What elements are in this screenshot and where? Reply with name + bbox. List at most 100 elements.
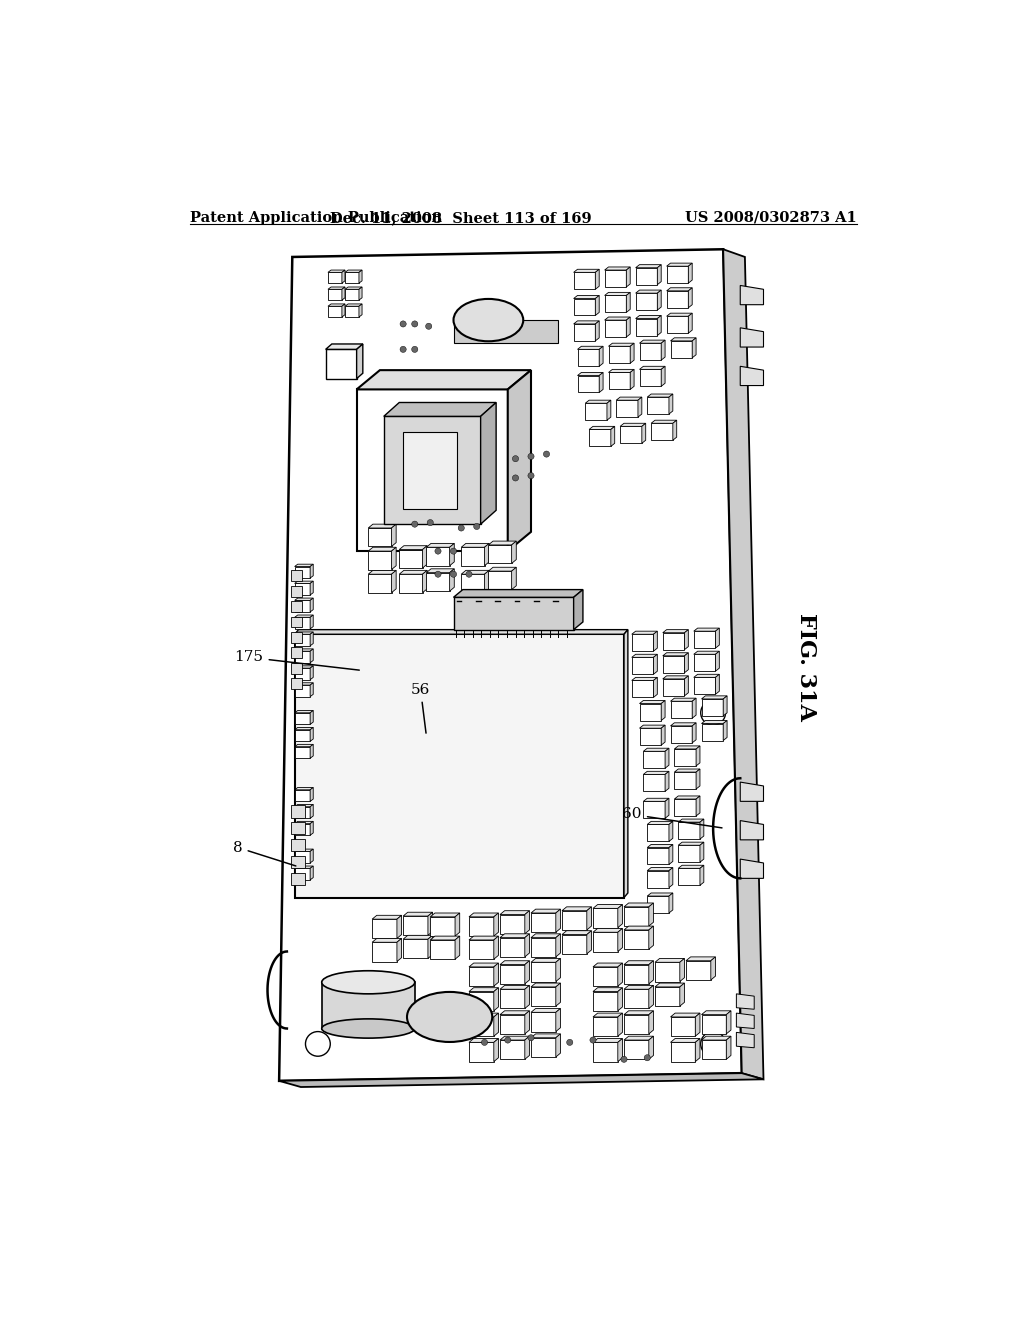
Polygon shape [562, 911, 587, 929]
Polygon shape [716, 651, 719, 671]
Polygon shape [356, 370, 531, 389]
Polygon shape [295, 635, 310, 645]
Polygon shape [595, 296, 599, 315]
Polygon shape [669, 867, 673, 887]
Polygon shape [640, 701, 665, 704]
Polygon shape [604, 321, 627, 337]
Polygon shape [578, 346, 603, 350]
Polygon shape [450, 544, 455, 566]
Polygon shape [295, 804, 313, 807]
Circle shape [412, 321, 418, 327]
Polygon shape [693, 655, 716, 671]
Polygon shape [322, 982, 415, 1028]
Polygon shape [604, 293, 630, 296]
Polygon shape [736, 1014, 755, 1028]
Polygon shape [669, 892, 673, 913]
Polygon shape [740, 327, 764, 347]
Polygon shape [295, 789, 310, 801]
Polygon shape [291, 647, 302, 659]
Polygon shape [740, 821, 764, 840]
Polygon shape [488, 541, 516, 545]
Polygon shape [647, 892, 673, 896]
Circle shape [644, 1055, 650, 1061]
Polygon shape [369, 524, 396, 528]
Polygon shape [531, 983, 560, 987]
Polygon shape [604, 296, 627, 313]
Polygon shape [693, 651, 719, 655]
Polygon shape [556, 983, 560, 1006]
Polygon shape [696, 796, 700, 816]
Polygon shape [500, 1015, 524, 1034]
Polygon shape [599, 346, 603, 367]
Polygon shape [608, 370, 634, 372]
Polygon shape [403, 432, 458, 508]
Polygon shape [640, 729, 662, 744]
Polygon shape [675, 799, 696, 816]
Polygon shape [647, 825, 669, 841]
Polygon shape [671, 726, 692, 743]
Polygon shape [345, 286, 362, 289]
Polygon shape [426, 548, 450, 566]
Polygon shape [391, 570, 396, 593]
Polygon shape [593, 1014, 623, 1016]
Polygon shape [430, 917, 455, 936]
Circle shape [426, 323, 432, 330]
Polygon shape [295, 744, 313, 747]
Polygon shape [391, 548, 396, 570]
Polygon shape [716, 628, 719, 648]
Polygon shape [678, 866, 703, 869]
Circle shape [400, 321, 407, 327]
Polygon shape [701, 721, 727, 723]
Polygon shape [608, 343, 634, 346]
Polygon shape [624, 929, 649, 949]
Polygon shape [640, 343, 662, 360]
Polygon shape [291, 632, 302, 643]
Polygon shape [673, 420, 677, 441]
Polygon shape [640, 370, 662, 387]
Circle shape [435, 572, 441, 577]
Polygon shape [624, 961, 653, 965]
Circle shape [458, 525, 464, 531]
Polygon shape [328, 289, 342, 300]
Polygon shape [291, 805, 305, 817]
Polygon shape [310, 632, 313, 645]
Polygon shape [369, 570, 396, 574]
Polygon shape [653, 677, 657, 697]
Circle shape [427, 520, 433, 525]
Polygon shape [295, 632, 313, 635]
Polygon shape [461, 570, 489, 574]
Polygon shape [454, 590, 583, 597]
Polygon shape [726, 1036, 731, 1059]
Polygon shape [624, 1036, 653, 1040]
Polygon shape [640, 341, 665, 343]
Polygon shape [636, 293, 657, 310]
Polygon shape [573, 298, 595, 315]
Polygon shape [359, 304, 362, 317]
Polygon shape [593, 1039, 623, 1043]
Polygon shape [508, 370, 531, 552]
Circle shape [435, 548, 441, 554]
Polygon shape [684, 653, 688, 673]
Polygon shape [657, 290, 662, 310]
Polygon shape [531, 909, 560, 913]
Polygon shape [621, 424, 646, 426]
Polygon shape [638, 397, 642, 417]
Polygon shape [695, 1039, 700, 1061]
Polygon shape [701, 696, 727, 700]
Polygon shape [461, 544, 489, 548]
Polygon shape [688, 263, 692, 284]
Polygon shape [291, 586, 302, 597]
Polygon shape [593, 1043, 617, 1061]
Polygon shape [384, 403, 496, 416]
Polygon shape [372, 915, 401, 919]
Polygon shape [295, 849, 313, 851]
Polygon shape [426, 569, 455, 573]
Polygon shape [310, 710, 313, 725]
Polygon shape [369, 552, 391, 570]
Polygon shape [604, 317, 630, 321]
Polygon shape [291, 873, 305, 886]
Polygon shape [291, 840, 305, 851]
Polygon shape [686, 961, 711, 979]
Circle shape [442, 499, 449, 506]
Polygon shape [649, 903, 653, 927]
